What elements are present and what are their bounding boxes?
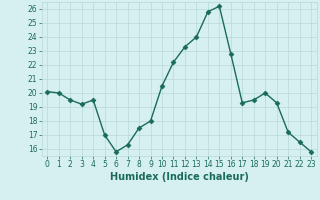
X-axis label: Humidex (Indice chaleur): Humidex (Indice chaleur) [110,172,249,182]
